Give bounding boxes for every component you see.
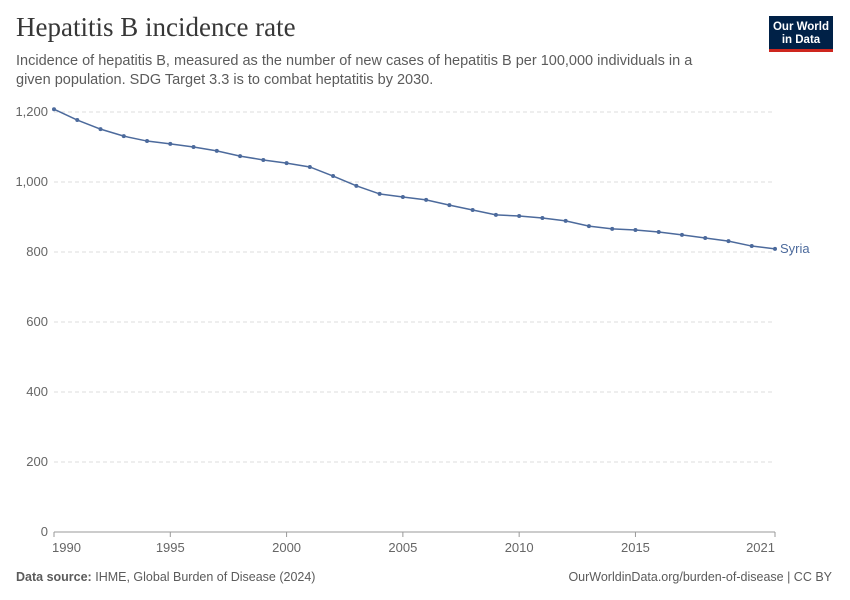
data-point xyxy=(400,195,405,200)
x-tick-label: 2010 xyxy=(505,540,534,555)
x-tick-label: 2000 xyxy=(272,540,301,555)
data-point xyxy=(168,141,173,146)
x-tick-label: 2015 xyxy=(621,540,650,555)
y-tick-label: 1,000 xyxy=(15,174,48,189)
data-point xyxy=(52,107,56,112)
x-tick-label: 2005 xyxy=(388,540,417,555)
data-point xyxy=(98,127,103,132)
logo-line: in Data xyxy=(781,34,821,46)
data-point xyxy=(773,246,777,251)
y-tick-label: 1,200 xyxy=(15,104,48,119)
source-label: Data source: xyxy=(16,570,92,584)
y-tick-label: 0 xyxy=(41,524,48,539)
data-point xyxy=(145,139,150,144)
data-point xyxy=(610,226,615,231)
data-point xyxy=(656,230,661,235)
chart-subtitle: Incidence of hepatitis B, measured as th… xyxy=(16,53,693,88)
y-tick-label: 200 xyxy=(26,454,48,469)
data-point xyxy=(261,157,266,162)
source-note: Data source: IHME, Global Burden of Dise… xyxy=(16,570,315,584)
data-point xyxy=(586,224,591,229)
logo-line: Our World xyxy=(772,21,829,33)
data-point xyxy=(749,244,754,249)
y-tick-label: 400 xyxy=(26,384,48,399)
data-point xyxy=(307,164,312,169)
data-point xyxy=(331,174,336,179)
data-point xyxy=(540,216,545,221)
data-point xyxy=(284,161,289,166)
chart-title: Hepatitis B incidence rate xyxy=(16,12,296,42)
series-label: Syria xyxy=(780,241,810,256)
data-point xyxy=(493,212,498,217)
logo[interactable]: Our World in Data xyxy=(769,16,833,52)
data-point xyxy=(191,145,196,149)
data-point xyxy=(75,118,80,123)
y-tick-label: 600 xyxy=(26,314,48,329)
data-point xyxy=(470,208,475,212)
data-point xyxy=(447,203,452,208)
data-point xyxy=(121,134,126,139)
data-point xyxy=(354,183,359,188)
data-point xyxy=(424,197,429,202)
x-tick-label: 2021 xyxy=(746,540,775,555)
data-point xyxy=(679,232,684,237)
x-tick-label: 1995 xyxy=(156,540,185,555)
data-point xyxy=(726,239,731,244)
data-line xyxy=(53,108,776,250)
source: IHME, Global Burden of Disease (2024) xyxy=(95,570,316,584)
y-tick-label: 800 xyxy=(26,244,48,259)
url-license[interactable]: OurWorldinData.org/burden-of-disease | C… xyxy=(568,570,832,584)
data-point xyxy=(563,218,568,223)
data-point xyxy=(633,227,638,232)
x-tick-label: 1990 xyxy=(52,540,81,555)
data-point xyxy=(214,148,219,153)
data-point xyxy=(703,236,708,240)
data-point xyxy=(377,191,382,196)
data-point xyxy=(517,213,522,218)
data-point xyxy=(238,154,243,159)
